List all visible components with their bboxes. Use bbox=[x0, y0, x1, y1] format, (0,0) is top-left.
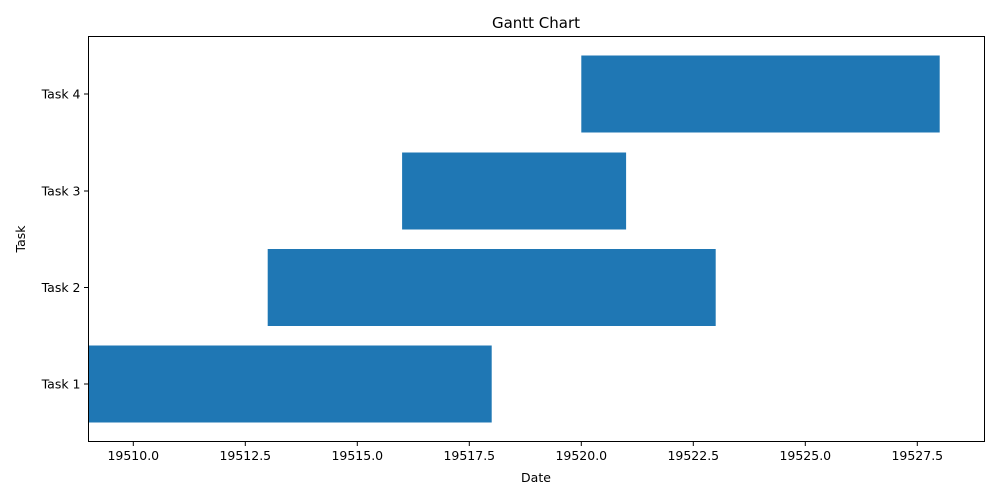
y-ticks-group: Task 1 Task 2 Task 3 Task 4 bbox=[41, 87, 89, 392]
y-axis-label: Task bbox=[13, 225, 28, 254]
bar-task-1 bbox=[88, 345, 492, 423]
bars-group bbox=[88, 55, 940, 423]
x-tick-label: 19522.5 bbox=[667, 448, 719, 463]
bar-task-2 bbox=[267, 249, 716, 326]
x-tick-label: 19515.0 bbox=[331, 448, 383, 463]
x-tick-label: 19512.5 bbox=[219, 448, 271, 463]
bar-task-3 bbox=[402, 152, 627, 230]
x-tick-label: 19527.5 bbox=[891, 448, 943, 463]
x-tick-label: 19520.0 bbox=[555, 448, 607, 463]
y-tick-label: Task 3 bbox=[41, 184, 81, 199]
x-tick-label: 19510.0 bbox=[107, 448, 159, 463]
x-axis-label: Date bbox=[521, 470, 551, 485]
y-tick-label: Task 1 bbox=[41, 377, 81, 392]
bar-task-4 bbox=[581, 55, 940, 133]
plot-frame bbox=[88, 36, 985, 442]
y-tick-label: Task 2 bbox=[41, 280, 81, 295]
y-tick-label: Task 4 bbox=[41, 87, 81, 102]
chart-title: Gantt Chart bbox=[492, 14, 580, 32]
x-tick-label: 19525.0 bbox=[779, 448, 831, 463]
x-ticks-group: 19510.0 19512.5 19515.0 19517.5 19520.0 19522… bbox=[107, 441, 943, 463]
x-tick-label: 19517.5 bbox=[443, 448, 495, 463]
